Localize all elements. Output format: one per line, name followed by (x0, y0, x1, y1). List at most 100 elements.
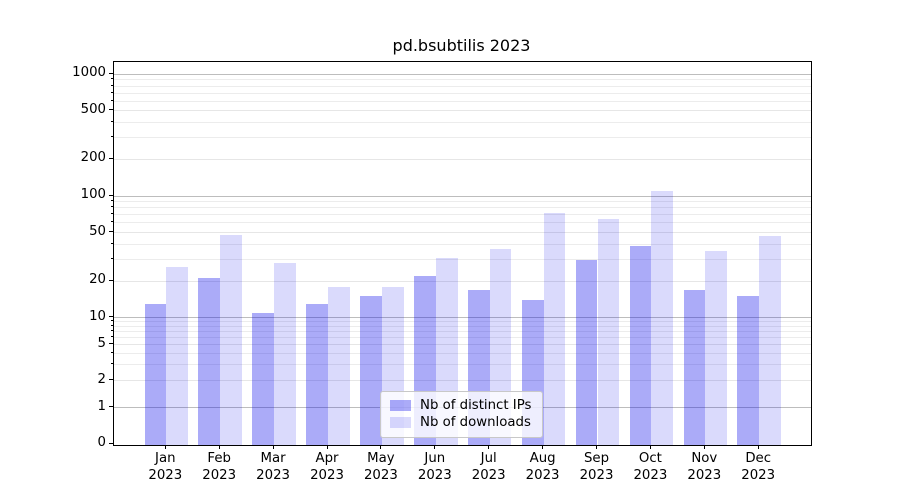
y-tick (109, 442, 113, 444)
x-tick-label: Oct 2023 (622, 451, 678, 484)
gridline (114, 321, 811, 323)
gridline (114, 92, 811, 94)
y-minor-tick (110, 258, 113, 260)
y-tick (109, 379, 113, 381)
gridline (114, 73, 811, 75)
y-minor-tick (110, 99, 113, 101)
legend: Nb of distinct IPs Nb of downloads (380, 391, 543, 438)
gridline (114, 331, 811, 333)
x-label-year: 2023 (310, 467, 344, 483)
bar-distinct-ips-mar-2023 (252, 312, 275, 445)
y-minor-tick (110, 352, 113, 353)
bar-distinct-ips-dec-2023 (737, 296, 760, 445)
plot-area (113, 61, 812, 446)
bar-distinct-ips-may-2023 (360, 296, 382, 445)
bar-downloads-nov-2023 (705, 251, 728, 445)
legend-item-distinct-ips: Nb of distinct IPs (390, 397, 534, 414)
y-tick-label: 200 (80, 150, 106, 166)
x-label-month: Feb (207, 451, 231, 466)
bar-downloads-jan-2023 (166, 267, 189, 445)
y-tick-label: 500 (80, 101, 106, 117)
gridline (114, 214, 811, 216)
x-label-year: 2023 (256, 467, 291, 483)
gridline (114, 122, 811, 124)
bar-downloads-mar-2023 (274, 263, 296, 445)
gridline (114, 79, 811, 81)
chart-title: pd.bsubtilis 2023 (392, 36, 531, 55)
y-tick (109, 72, 113, 74)
y-minor-tick (110, 330, 113, 332)
gridline (114, 344, 811, 346)
bar-downloads-dec-2023 (759, 235, 781, 445)
x-label-year: 2023 (148, 467, 183, 483)
legend-swatch-distinct-ips (390, 400, 411, 411)
y-minor-tick (110, 324, 113, 326)
y-tick (109, 406, 113, 408)
x-tick (703, 445, 705, 449)
bar-downloads-oct-2023 (651, 190, 674, 445)
x-tick (434, 445, 436, 449)
x-tick-label: Mar 2023 (245, 451, 301, 484)
x-tick (326, 445, 328, 449)
y-tick-label: 100 (80, 187, 106, 202)
gridline (114, 380, 811, 382)
legend-label-distinct-ips: Nb of distinct IPs (420, 398, 532, 413)
gridline (114, 317, 811, 319)
y-minor-tick (110, 221, 113, 223)
bar-distinct-ips-feb-2023 (198, 278, 221, 445)
bar-distinct-ips-apr-2023 (306, 303, 328, 445)
x-tick (542, 445, 544, 449)
x-tick (272, 445, 274, 449)
gridline (114, 222, 811, 224)
y-minor-tick (110, 78, 113, 80)
x-label-year: 2023 (579, 467, 614, 483)
y-tick (109, 231, 113, 233)
x-label-year: 2023 (202, 467, 237, 483)
bar-downloads-apr-2023 (328, 286, 350, 445)
x-label-month: Jun (424, 451, 446, 466)
y-tick-label: 50 (89, 223, 106, 239)
gridline (114, 337, 811, 339)
x-label-month: Aug (529, 451, 556, 466)
bar-distinct-ips-jan-2023 (144, 303, 167, 445)
y-minor-tick (110, 91, 113, 93)
gridline (114, 85, 811, 87)
x-tick-label: Sep 2023 (569, 451, 625, 484)
x-label-month: Sep (583, 451, 610, 466)
x-tick (380, 445, 382, 449)
y-minor-tick (110, 363, 113, 365)
y-minor-tick (110, 206, 113, 208)
y-tick-label: 5 (97, 335, 106, 351)
x-tick-label: Nov 2023 (676, 451, 732, 484)
y-tick-label: 10 (89, 308, 106, 324)
gridline (114, 325, 811, 327)
gridline (114, 232, 811, 234)
y-minor-tick (110, 336, 113, 338)
bar-distinct-ips-sep-2023 (575, 259, 598, 445)
x-tick-label: Feb 2023 (191, 451, 247, 484)
x-label-year: 2023 (687, 467, 722, 483)
gridline (114, 201, 811, 203)
x-tick-label: Jun 2023 (407, 451, 463, 484)
x-tick (164, 445, 166, 449)
x-label-month: Nov (691, 451, 718, 466)
x-label-month: Dec (745, 451, 772, 466)
y-minor-tick (110, 84, 113, 86)
x-label-month: Mar (260, 451, 286, 466)
y-minor-tick (110, 136, 113, 138)
x-tick-label: May 2023 (353, 451, 409, 484)
gridline (114, 110, 811, 112)
gridline (114, 158, 811, 160)
x-tick (488, 445, 490, 449)
bar-downloads-aug-2023 (543, 212, 566, 445)
x-label-year: 2023 (417, 467, 452, 483)
y-tick (109, 109, 113, 111)
gridline (114, 100, 811, 102)
gridline (114, 207, 811, 209)
y-tick-label: 2 (97, 371, 106, 387)
gridline (114, 353, 811, 354)
x-tick (218, 445, 220, 449)
x-label-month: Oct (638, 451, 662, 466)
y-minor-tick (110, 121, 113, 123)
